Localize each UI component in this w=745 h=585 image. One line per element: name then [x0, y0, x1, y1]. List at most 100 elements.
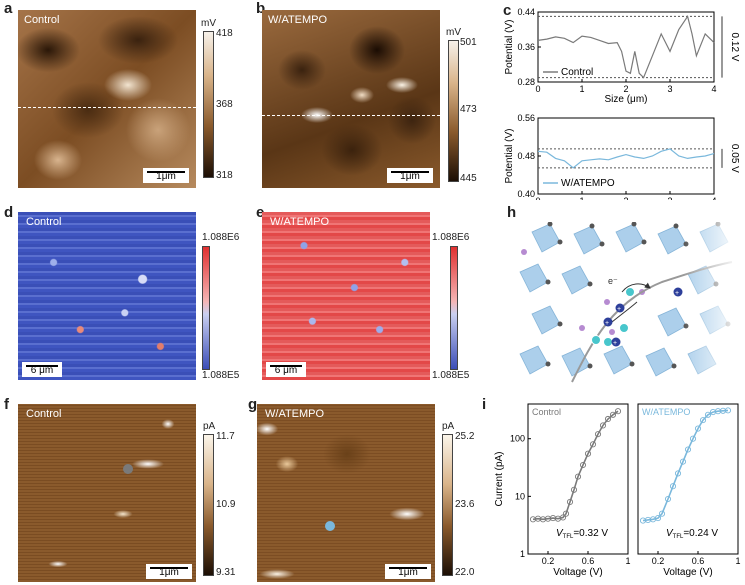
- vtfl-annotation: VTFL=0.32 V: [556, 528, 608, 540]
- x-axis-label: Voltage (V): [663, 567, 712, 578]
- fit-line: [532, 410, 619, 521]
- panel-letter-c: c: [503, 2, 512, 19]
- series-line: [537, 148, 715, 169]
- plot-frame: [637, 403, 739, 555]
- colorbar-tick: 1.088E5: [202, 370, 240, 381]
- map-label: Control: [26, 216, 62, 228]
- scale-bar-text: 1μm: [400, 171, 420, 182]
- colorbar-unit: pA: [442, 421, 455, 432]
- x-tick-label: 0.6: [692, 556, 705, 566]
- data-point: [562, 510, 570, 517]
- pl-map-control: Control 6 μm: [18, 212, 196, 380]
- y-tick-label: 0.36: [517, 42, 535, 52]
- colorbar-b: [448, 40, 459, 182]
- legend-label: W/ATEMPO: [561, 178, 615, 189]
- colorbar-unit: mV: [201, 18, 216, 29]
- scale-bar-text: 1μm: [159, 567, 179, 578]
- map-label: Control: [24, 14, 60, 26]
- chart-label: W/ATEMPO: [642, 407, 690, 417]
- range-annotation: 0.12 V: [729, 33, 740, 62]
- data-point: [566, 498, 574, 505]
- colorbar-tick: 11.7: [216, 431, 235, 442]
- scale-bar: 1μm: [385, 564, 431, 579]
- colorbar-tick: 445: [460, 173, 477, 184]
- x-tick-label: 1: [625, 556, 630, 566]
- colorbar-tick: 25.2: [455, 431, 475, 442]
- x-tick-label: 0.2: [542, 556, 555, 566]
- data-point: [609, 411, 617, 418]
- series-line: [537, 14, 715, 79]
- colorbar-unit: pA: [203, 421, 216, 432]
- y-axis-label: Potential (V): [504, 128, 515, 183]
- kpfm-map-control: Control 1μm: [18, 10, 196, 188]
- fit-line: [642, 409, 729, 522]
- chart-iv-control: 0.2 0.6 1 1 10 100 Control VTFL=0.32 V Voltage (…: [494, 403, 631, 578]
- colorbar-unit: mV: [446, 27, 461, 38]
- data-point: [684, 446, 692, 453]
- y-axis-label: Potential (V): [504, 19, 515, 74]
- data-point: [674, 470, 682, 477]
- colorbar-tick: 418: [216, 28, 233, 39]
- x-tick-label: 4: [711, 196, 716, 200]
- colorbar-tick: 9.31: [216, 567, 236, 578]
- chart-label: Control: [532, 407, 561, 417]
- colorbar-tick: 473: [460, 104, 477, 115]
- kpfm-map-tempo: W/ATEMPO 1μm: [262, 10, 440, 188]
- panel-letter-f: f: [4, 396, 9, 413]
- x-tick-label: 0: [535, 196, 540, 200]
- data-point: [694, 425, 702, 432]
- colorbar-tick: 501: [460, 37, 477, 48]
- y-tick-label: 10: [515, 491, 525, 501]
- vtfl-value: =0.24 V: [683, 528, 718, 539]
- sclc-charts: 0.2 0.6 1 1 10 100 Control VTFL=0.32 V Voltage (…: [494, 403, 741, 578]
- data-point: [664, 495, 672, 503]
- data-point: [589, 441, 597, 448]
- y-tick-label: 0.44: [517, 7, 535, 17]
- measurement-point: [123, 464, 133, 474]
- profile-line: [18, 107, 196, 108]
- vtfl-value: =0.32 V: [573, 528, 608, 539]
- map-label: W/ATEMPO: [265, 408, 325, 420]
- y-tick-label: 0.56: [517, 113, 535, 123]
- chart-iv-tempo: 0.2 0.6 1 W/ATEMPO VTFL=0.24 V Voltage (V): [637, 403, 741, 578]
- panel-letter-b: b: [256, 0, 266, 17]
- x-tick-label: 4: [711, 84, 716, 94]
- panel-letter-i: i: [482, 396, 487, 413]
- panel-letter-e: e: [256, 204, 265, 221]
- scale-bar: 1μm: [387, 168, 433, 183]
- x-tick-label: 2: [623, 84, 628, 94]
- colorbar-tick: 22.0: [455, 567, 475, 578]
- data-point: [599, 422, 607, 429]
- x-tick-label: 3: [667, 196, 672, 200]
- legend-label: Control: [561, 67, 593, 78]
- data-point: [604, 415, 612, 423]
- y-tick-label: 0.48: [517, 151, 535, 161]
- electron-label: e⁻: [608, 276, 618, 286]
- colorbar-e: [450, 246, 458, 370]
- x-axis-label: Voltage (V): [553, 567, 602, 578]
- colorbar-tick: 1.088E6: [432, 232, 470, 243]
- y-tick-label: 1: [520, 549, 525, 559]
- panel-letter-g: g: [248, 396, 258, 413]
- data-point: [614, 408, 622, 415]
- colorbar-f: [203, 434, 214, 576]
- colorbar-tick: 368: [216, 99, 233, 110]
- scale-bar: 1μm: [146, 564, 192, 579]
- x-tick-label: 0.2: [652, 556, 665, 566]
- defect-passivation-schematic: ++++ e⁻: [512, 222, 740, 388]
- vtfl-symbol: V: [556, 528, 564, 539]
- x-tick-label: 0.6: [582, 556, 595, 566]
- colorbar-d: [202, 246, 210, 370]
- vtfl-annotation: VTFL=0.24 V: [666, 528, 718, 540]
- data-point: [584, 450, 592, 457]
- colorbar-a: [203, 31, 214, 178]
- profile-charts: 0 1 2 3 4 0.28 0.36 0.44 Control Size (μm) Potenti…: [504, 7, 740, 200]
- scale-bar: 6 μm: [22, 362, 62, 377]
- colorbar-tick: 10.9: [216, 499, 236, 510]
- y-tick-label: 100: [510, 434, 525, 444]
- panel-letter-h: h: [507, 204, 517, 221]
- x-tick-label: 1: [735, 556, 740, 566]
- colorbar-tick: 318: [216, 170, 233, 181]
- colorbar-tick: 1.088E6: [202, 232, 240, 243]
